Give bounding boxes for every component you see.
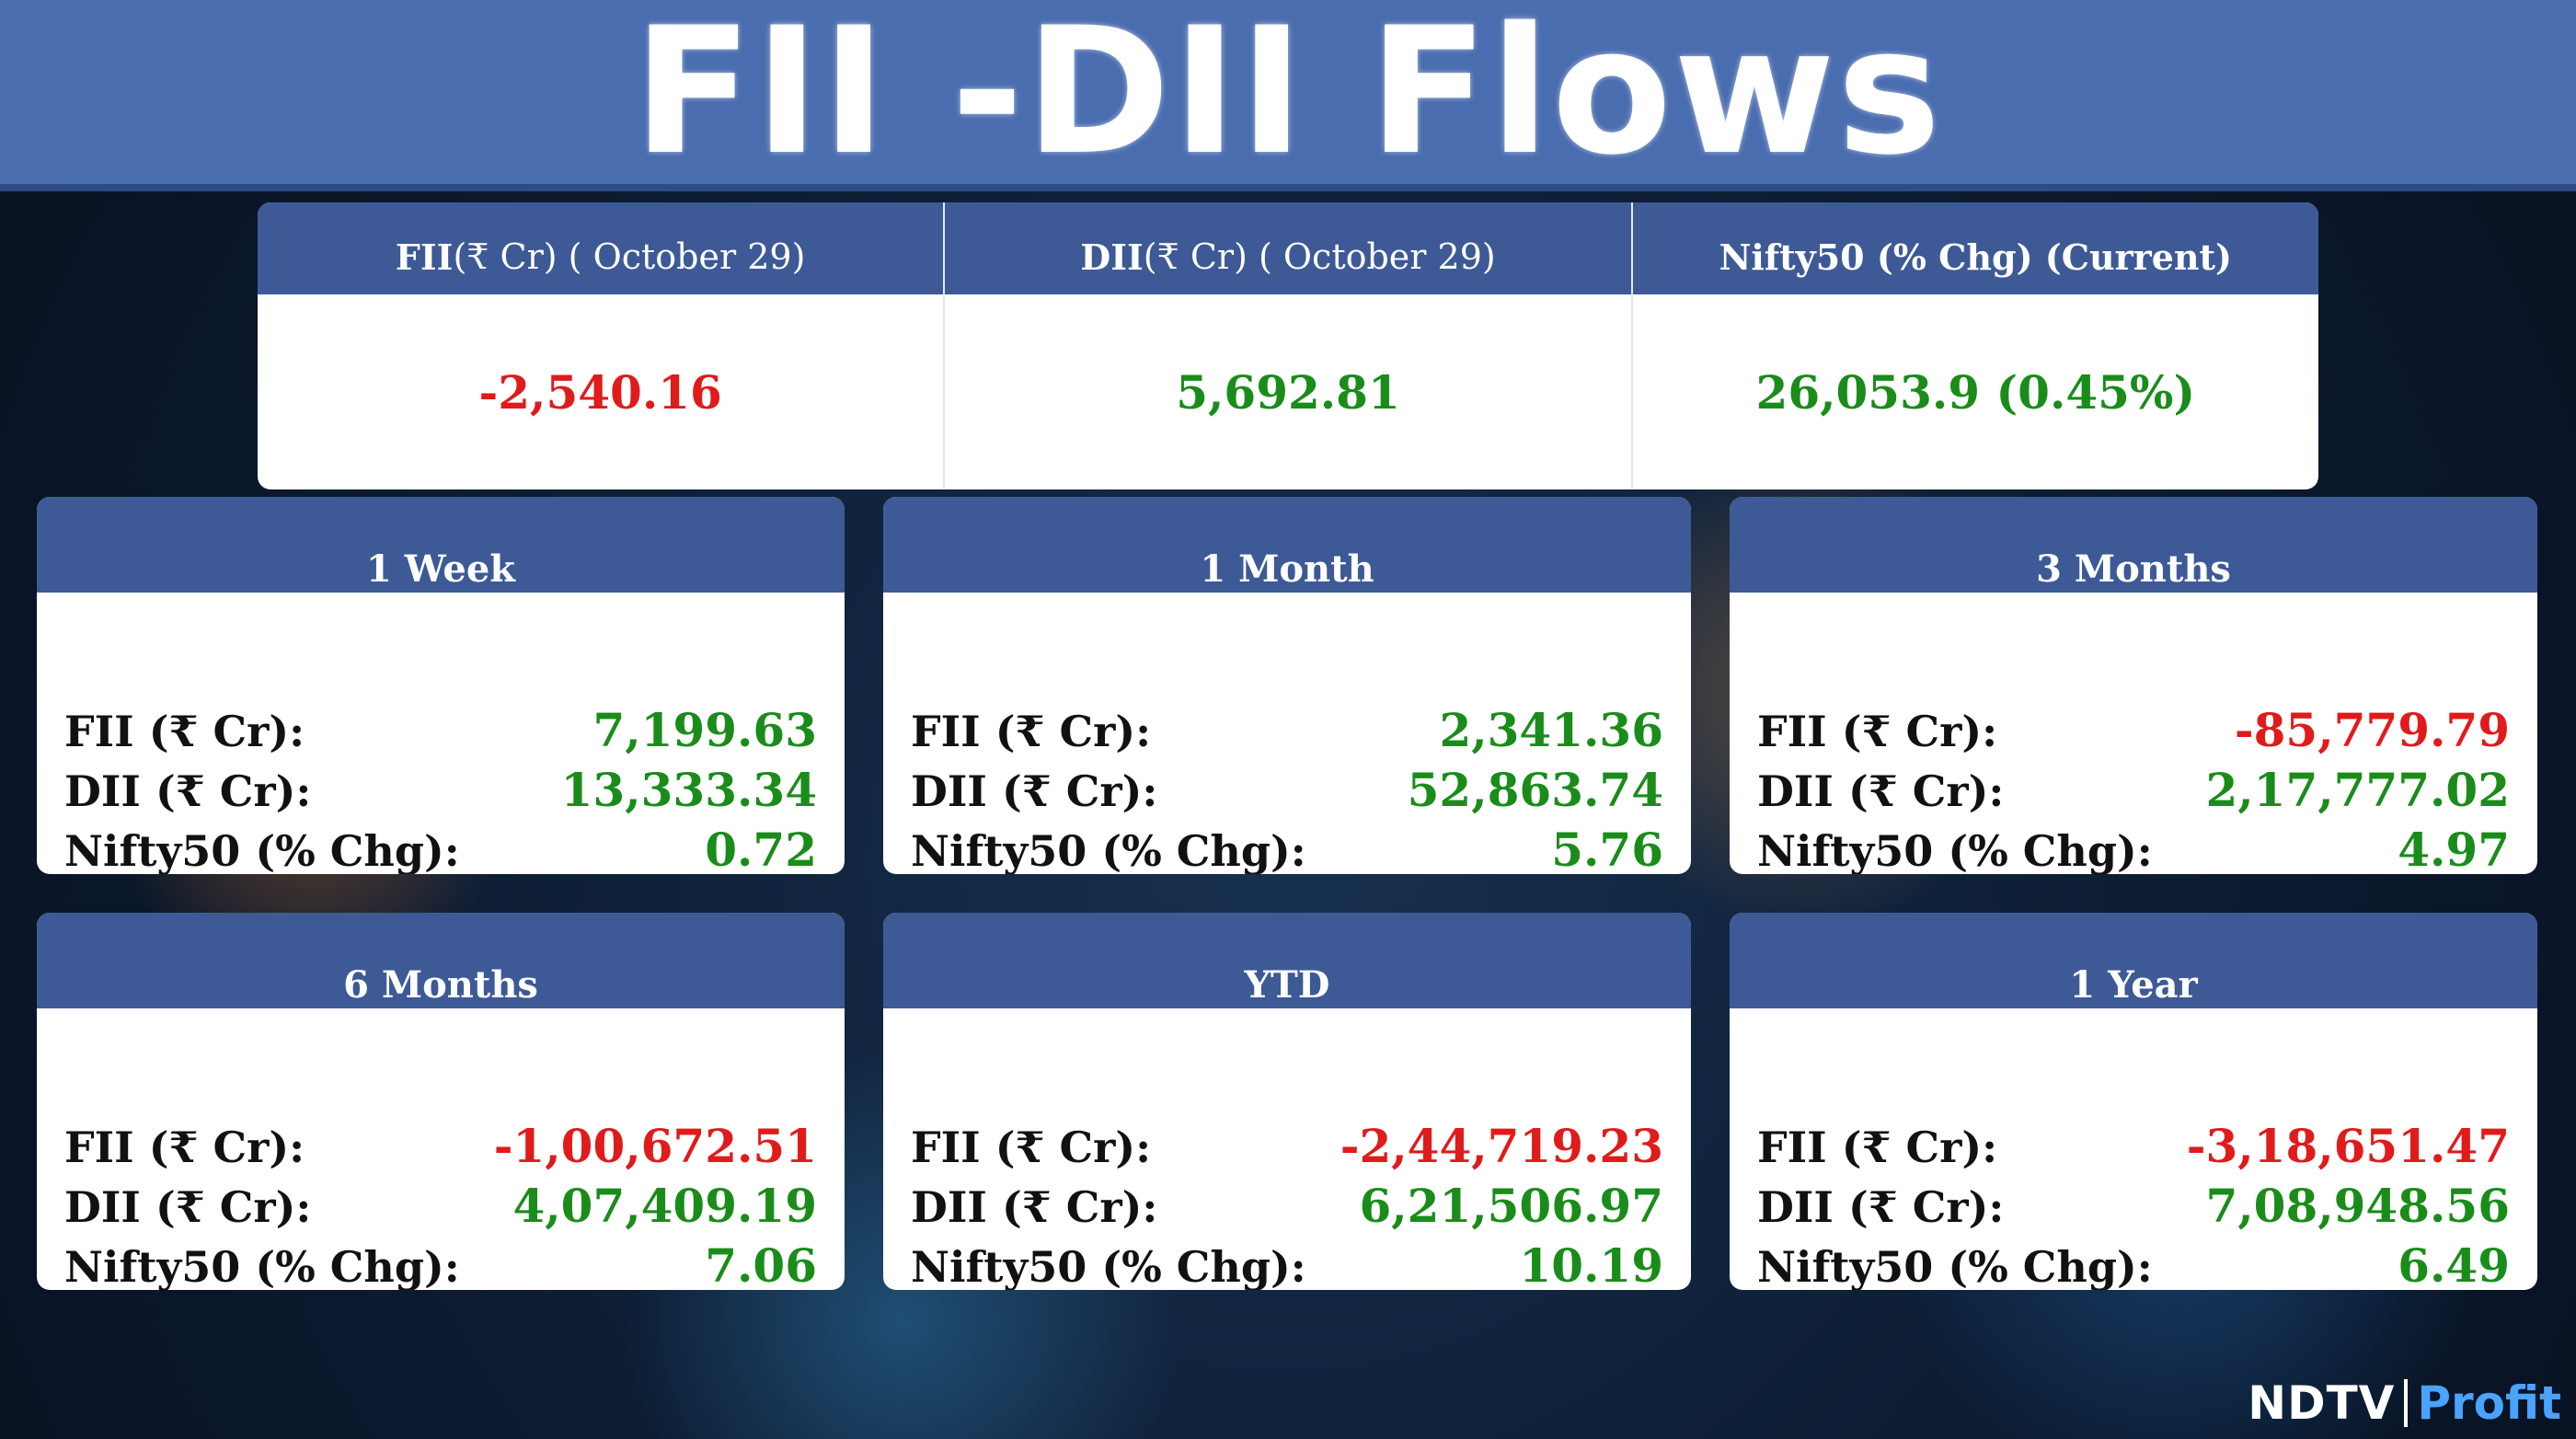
- ndtv-profit-logo: NDTV Profit: [2248, 1376, 2561, 1430]
- nifty-value: 0.72: [705, 823, 817, 874]
- fii-label: FII (₹ Cr):: [64, 707, 305, 756]
- nifty-value: 6.49: [2398, 1238, 2510, 1290]
- summary-header-bold: FII: [395, 236, 454, 278]
- dii-label: DII (₹ Cr):: [64, 766, 312, 816]
- dii-value: 52,863.74: [1407, 763, 1663, 817]
- period-card-title: 6 Months: [37, 913, 845, 1008]
- nifty-value: 7.06: [705, 1238, 817, 1290]
- fii-label: FII (₹ Cr):: [911, 707, 1152, 756]
- summary-header-rest: (₹ Cr) ( October 29): [1143, 236, 1496, 277]
- summary-value-dii: 5,692.81: [1176, 364, 1400, 420]
- summary-header-bold: DII: [1080, 236, 1144, 278]
- title-banner: FII -DII Flows: [0, 0, 2576, 191]
- logo-profit-text: Profit: [2417, 1376, 2561, 1430]
- dii-value: 7,08,948.56: [2205, 1179, 2510, 1233]
- period-card-ytd: YTD FII (₹ Cr): -2,44,719.23 DII (₹ Cr): 6…: [883, 913, 1691, 1290]
- nifty-label: Nifty50 (% Chg):: [911, 1242, 1306, 1290]
- fii-value: 7,199.63: [592, 703, 817, 757]
- dii-label: DII (₹ Cr):: [1757, 766, 2005, 816]
- period-card-title: 3 Months: [1730, 497, 2537, 593]
- summary-table: FII (₹ Cr) ( October 29) -2,540.16 DII (₹ …: [258, 202, 2318, 489]
- fii-value: -1,00,672.51: [493, 1119, 817, 1173]
- dii-label: DII (₹ Cr):: [64, 1182, 312, 1232]
- summary-header: Nifty50 (% Chg) (Current): [1632, 202, 2318, 294]
- period-card-title: YTD: [883, 913, 1691, 1008]
- summary-header: FII (₹ Cr) ( October 29): [258, 202, 944, 294]
- period-card-title: 1 Month: [883, 497, 1691, 593]
- dii-label: DII (₹ Cr):: [911, 766, 1158, 816]
- summary-value-fii: -2,540.16: [478, 364, 722, 420]
- period-card-title: 1 Week: [37, 497, 845, 593]
- period-card-3-months: 3 Months FII (₹ Cr): -85,779.79 DII (₹ Cr…: [1730, 497, 2537, 874]
- fii-label: FII (₹ Cr):: [1757, 1122, 1998, 1172]
- nifty-value: 4.97: [2398, 823, 2510, 874]
- nifty-label: Nifty50 (% Chg):: [64, 1242, 460, 1290]
- period-card-1-week: 1 Week FII (₹ Cr): 7,199.63 DII (₹ Cr): 13…: [37, 497, 845, 874]
- dii-value: 2,17,777.02: [2205, 763, 2510, 817]
- nifty-value: 5.76: [1551, 823, 1663, 874]
- period-card-1-year: 1 Year FII (₹ Cr): -3,18,651.47 DII (₹ Cr…: [1730, 913, 2537, 1290]
- fii-value: -2,44,719.23: [1340, 1119, 1663, 1173]
- dii-value: 6,21,506.97: [1359, 1179, 1663, 1233]
- fii-value: -3,18,651.47: [2186, 1119, 2510, 1173]
- dii-value: 4,07,409.19: [512, 1179, 817, 1233]
- nifty-label: Nifty50 (% Chg):: [1757, 1242, 2153, 1290]
- summary-value-nifty: 26,053.9 (0.45%): [1755, 364, 2196, 420]
- nifty-label: Nifty50 (% Chg):: [911, 826, 1306, 874]
- fii-value: 2,341.36: [1439, 703, 1663, 757]
- dii-value: 13,333.34: [560, 763, 817, 817]
- period-card-6-months: 6 Months FII (₹ Cr): -1,00,672.51 DII (₹ …: [37, 913, 845, 1290]
- fii-label: FII (₹ Cr):: [911, 1122, 1152, 1172]
- logo-divider: [2404, 1379, 2409, 1427]
- nifty-label: Nifty50 (% Chg):: [64, 826, 460, 874]
- nifty-value: 10.19: [1519, 1238, 1663, 1290]
- summary-header: DII (₹ Cr) ( October 29): [945, 202, 1631, 294]
- dii-label: DII (₹ Cr):: [911, 1182, 1158, 1232]
- summary-header-bold: Nifty50 (% Chg) (Current): [1719, 236, 2233, 278]
- summary-col-nifty: Nifty50 (% Chg) (Current) 26,053.9 (0.45…: [1632, 202, 2318, 489]
- summary-col-fii: FII (₹ Cr) ( October 29) -2,540.16: [258, 202, 946, 489]
- fii-value: -85,779.79: [2234, 703, 2510, 757]
- dii-label: DII (₹ Cr):: [1757, 1182, 2005, 1232]
- fii-label: FII (₹ Cr):: [64, 1122, 305, 1172]
- summary-header-rest: (₹ Cr) ( October 29): [453, 236, 806, 277]
- page-title: FII -DII Flows: [633, 0, 1943, 193]
- fii-label: FII (₹ Cr):: [1757, 707, 1998, 756]
- logo-ndtv-text: NDTV: [2248, 1376, 2396, 1430]
- nifty-label: Nifty50 (% Chg):: [1757, 826, 2153, 874]
- period-card-title: 1 Year: [1730, 913, 2537, 1008]
- period-card-1-month: 1 Month FII (₹ Cr): 2,341.36 DII (₹ Cr): 5…: [883, 497, 1691, 874]
- summary-col-dii: DII (₹ Cr) ( October 29) 5,692.81: [945, 202, 1633, 489]
